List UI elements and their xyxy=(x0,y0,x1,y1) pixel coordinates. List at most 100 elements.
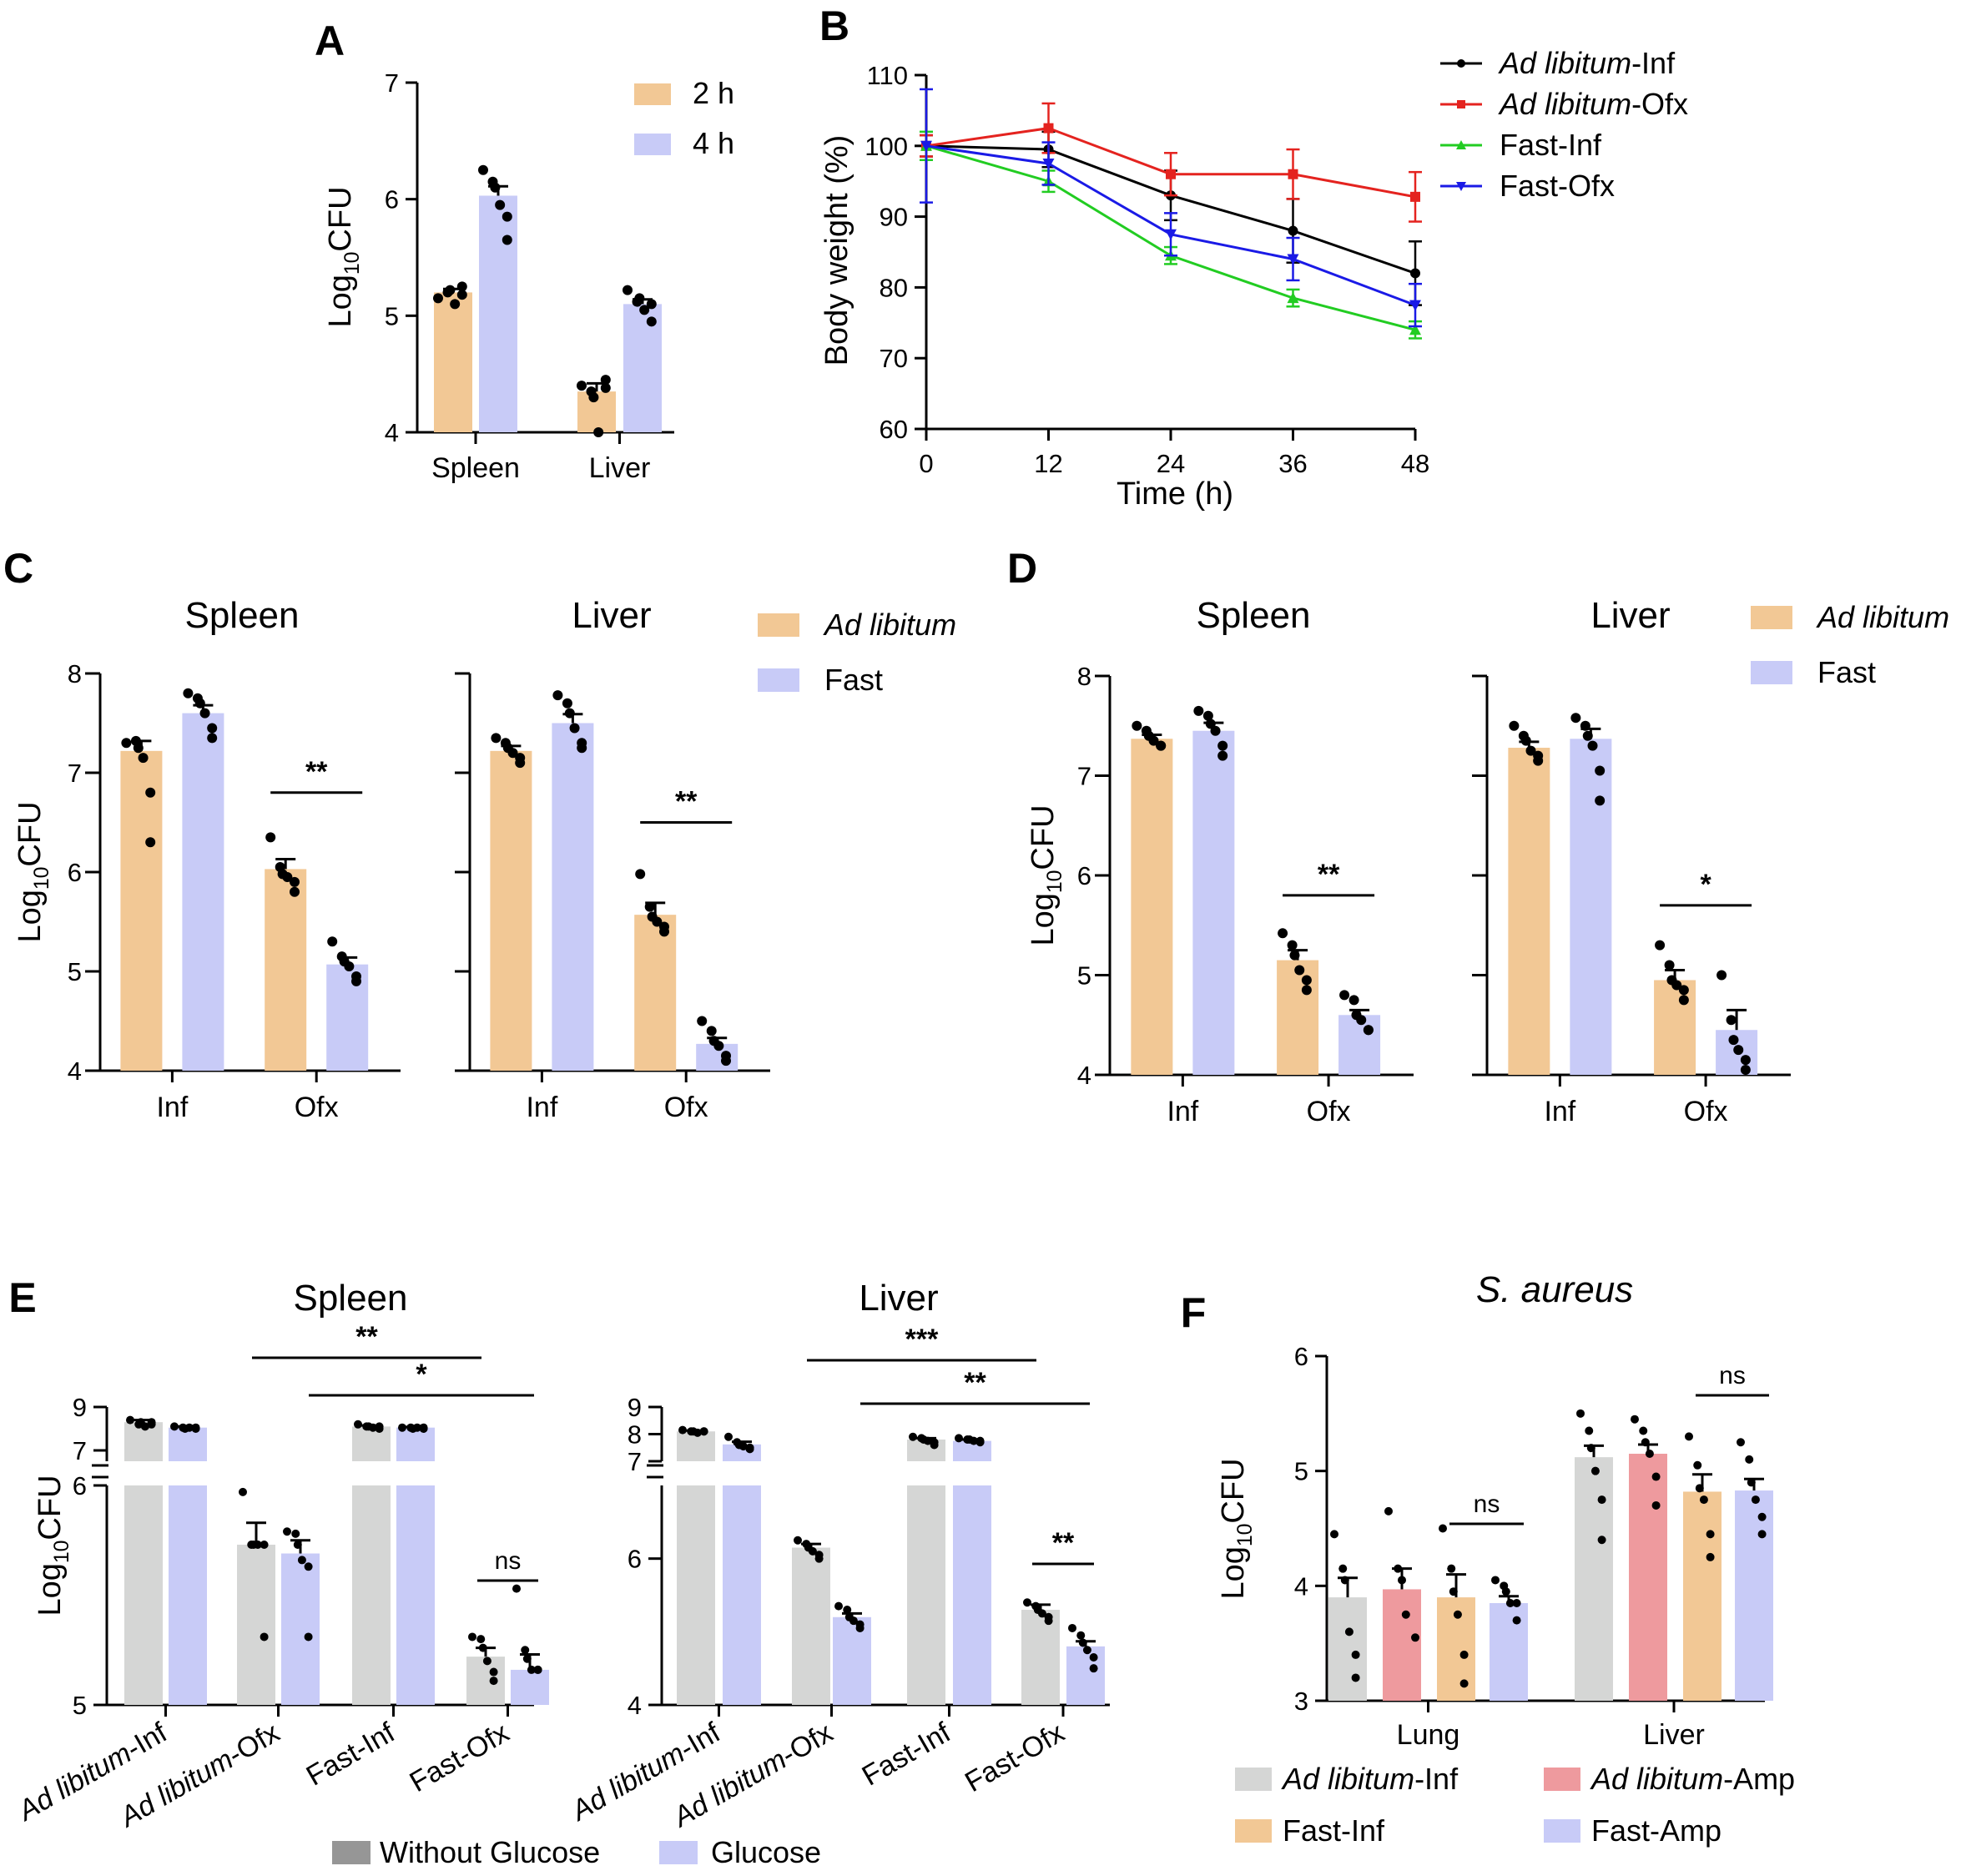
panel-a-0-1-point-4 xyxy=(502,211,512,222)
panel-c-sub1-title: Liver xyxy=(572,595,651,636)
panel-d-sub0-0-1-point-2 xyxy=(1205,719,1216,729)
panel-f-1-0-point-0 xyxy=(1576,1409,1585,1418)
panel-f-0-2-point-5 xyxy=(1459,1679,1469,1688)
panel-f-1-1-point-2 xyxy=(1641,1438,1650,1447)
panel-d-sub1-1-1-point-0 xyxy=(1716,970,1727,981)
panel-a-ylabel-sub: 10 xyxy=(341,252,364,275)
panel-f-0-1-point-1 xyxy=(1394,1564,1403,1573)
panel-a-1-1-point-3 xyxy=(639,305,650,315)
panel-e-sub1-bar-1-1 xyxy=(833,1616,871,1705)
panel-c-sub0-1-0-point-4 xyxy=(290,876,300,887)
panel-f-title: S. aureus xyxy=(1476,1269,1633,1310)
panel-e-legend-label-1: Glucose xyxy=(711,1835,821,1869)
panel-b-point-0-3 xyxy=(1288,225,1298,236)
panel-c-ylabel-text: Log10CFU xyxy=(13,801,53,942)
panel-e-sub0-0-0-point-3 xyxy=(140,1422,149,1431)
panel-e-sub1-upper-tick-label-0: 7 xyxy=(628,1447,642,1476)
panel-f-0-0-point-2 xyxy=(1340,1576,1349,1585)
panel-e-sub1-category-2-rest: Fast-Inf xyxy=(857,1717,956,1793)
panel-e-sub0-3-1-point-0 xyxy=(512,1584,521,1593)
panel-a-y-tick-label-1: 5 xyxy=(385,301,399,330)
panel-c-sub0-category-1: Ofx xyxy=(295,1092,339,1123)
panel-e-sub1-2-1-point-0 xyxy=(955,1434,963,1443)
panel-e-sub1-sig-label-2: ** xyxy=(1052,1527,1075,1559)
panel-a-1-0-point-2 xyxy=(588,392,599,403)
panel-e-sub0-2-0-point-0 xyxy=(354,1420,362,1429)
panel-c-ylabel-log: Log xyxy=(13,890,48,942)
panel-d-sub0-category-1: Ofx xyxy=(1307,1096,1351,1127)
panel-e-sub0-sig-label-2: ns xyxy=(495,1547,522,1575)
panel-c-sub0-y-tick-label-4: 8 xyxy=(68,659,82,688)
panel-c-sub0-bar-1-1 xyxy=(326,964,369,1071)
panel-b-xlabel: Time (h) xyxy=(1117,477,1233,512)
panel-d-sub0-1-0-point-2 xyxy=(1289,950,1300,961)
panel-e-sub1-lower-tick-label-1: 6 xyxy=(628,1545,642,1574)
panel-d-sub1-bar-0-0 xyxy=(1508,748,1550,1075)
panel-c-sub1-1-0-point-3 xyxy=(652,916,663,927)
panel-c-sub0-sig-label-0: ** xyxy=(305,756,328,788)
panel-letter-c: C xyxy=(3,545,33,592)
panel-d-sub1-1-1-point-4 xyxy=(1740,1055,1751,1066)
panel-b-legend-label-2-rest: Fast-Inf xyxy=(1500,128,1602,162)
panel-f-y-tick-label-2: 5 xyxy=(1294,1457,1308,1486)
panel-f-1-1-point-5 xyxy=(1651,1500,1661,1510)
panel-a-0-1-point-0 xyxy=(478,164,488,175)
panel-f-category-0: Lung xyxy=(1397,1719,1460,1751)
panel-d-sub0-y-tick-label-3: 7 xyxy=(1077,762,1091,791)
panel-d-sub1-0-0-point-3 xyxy=(1525,745,1536,756)
panel-d-ylabel-text: Log10CFU xyxy=(1026,804,1066,946)
panel-c-sub1-1-1-point-5 xyxy=(721,1056,731,1067)
panel-c-sub0-1-0-point-5 xyxy=(290,886,300,897)
panel-c-sub1-bar-0-1 xyxy=(552,723,594,1071)
panel-b-legend-label-1: Ad libitum-Ofx xyxy=(1498,87,1688,121)
panel-f-0-1-point-4 xyxy=(1411,1633,1419,1642)
panel-f-legend-label-1: Ad libitum-Amp xyxy=(1590,1762,1795,1796)
panel-d-sub0-y-tick-label-0: 4 xyxy=(1077,1061,1091,1090)
panel-d-sub0-1-0-point-0 xyxy=(1278,928,1288,939)
panel-e-sub1-1-1-point-5 xyxy=(855,1623,865,1632)
panel-c-legend-label-0: Ad libitum xyxy=(823,608,956,642)
panel-c-sub0-1-0-point-3 xyxy=(282,871,293,882)
panel-a-1-0-point-4 xyxy=(600,375,611,386)
panel-a-ylabel-cfu: CFU xyxy=(323,186,358,251)
panel-f-1-2-point-5 xyxy=(1706,1552,1715,1561)
panel-d-sub1-1-1-point-5 xyxy=(1740,1065,1751,1076)
panel-e-sub0-3-1-point-5 xyxy=(533,1665,542,1674)
panel-e-sub1-3-1-point-4 xyxy=(1089,1653,1098,1662)
panel-c-ylabel: Log10CFU xyxy=(13,801,53,942)
panel-b-point-2-4 xyxy=(1409,324,1421,335)
panel-e-sub1-bar-lower-2-0 xyxy=(907,1485,945,1705)
panel-f-1-0-point-5 xyxy=(1597,1536,1606,1545)
panel-e-sub1-2-0-point-5 xyxy=(930,1440,939,1450)
panel-e-sub0-1-1-point-5 xyxy=(304,1632,313,1642)
panel-c-sub1-1-0-point-5 xyxy=(659,926,669,937)
panel-f-1-2-point-2 xyxy=(1695,1484,1704,1493)
panel-b-ylabel: Body weight (%) xyxy=(819,135,854,366)
panel-e-sub0-sig-label-1: * xyxy=(416,1359,427,1390)
panel-letter-a: A xyxy=(315,18,345,64)
panel-d-sub0-0-1-point-1 xyxy=(1202,710,1213,721)
panel-b-legend-label-0: Ad libitum-Inf xyxy=(1498,46,1676,80)
panel-c-sub1-1-0-point-1 xyxy=(644,901,655,912)
panel-e-ylabel-text: Log10CFU xyxy=(33,1475,73,1616)
panel-e-sub0-1-0-point-0 xyxy=(239,1487,247,1496)
panel-a-y-tick-label-2: 6 xyxy=(385,185,399,214)
panel-a-y-tick-label-3: 7 xyxy=(385,68,399,98)
panel-d-sub0-bar-0-1 xyxy=(1192,730,1235,1075)
panel-e-sub0-3-1-point-1 xyxy=(521,1646,530,1655)
panel-f-1-0-point-4 xyxy=(1597,1495,1606,1505)
panel-d-legend-swatch-1 xyxy=(1751,661,1792,684)
panel-f-y-tick-label-0: 3 xyxy=(1294,1687,1308,1716)
panel-c-sub1-0-1-point-3 xyxy=(569,723,580,734)
panel-f-0-0-point-1 xyxy=(1338,1564,1348,1573)
panel-a-ylabel-text: Log10CFU xyxy=(323,186,364,327)
panel-f-legend-label-1-rest: -Amp xyxy=(1723,1762,1795,1796)
panel-a-0-0-point-4 xyxy=(456,290,467,300)
panel-f-bar-0-0 xyxy=(1328,1597,1367,1701)
panel-f-0-3-point-2 xyxy=(1501,1587,1510,1596)
panel-f-1-0-point-3 xyxy=(1590,1466,1600,1475)
panel-e-sub0-1-1-point-2 xyxy=(293,1541,302,1550)
panel-f-y-tick-label-1: 4 xyxy=(1294,1571,1308,1601)
panel-e-sub0-1-1-point-3 xyxy=(297,1556,306,1565)
panel-d-sub0-0-1-point-5 xyxy=(1217,750,1228,761)
